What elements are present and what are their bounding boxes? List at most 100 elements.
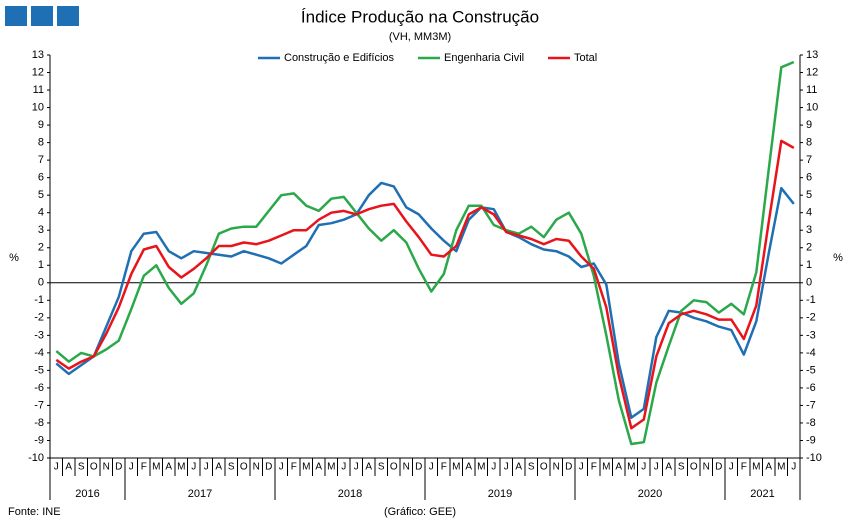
x-tick-label: D	[265, 462, 272, 473]
y2-tick-label: 3	[806, 224, 812, 236]
y-tick-label: -3	[34, 329, 44, 341]
x-tick-label: J	[129, 462, 134, 473]
x-tick-label: F	[291, 462, 297, 473]
y2-tick-label: 9	[806, 119, 812, 131]
y-tick-label: -9	[34, 434, 44, 446]
y-tick-label: 0	[38, 277, 44, 289]
y-tick-label: -6	[34, 382, 44, 394]
x-tick-label: J	[654, 462, 659, 473]
x-tick-label: A	[315, 462, 322, 473]
y2-tick-label: -6	[806, 382, 816, 394]
x-tick-label: O	[240, 462, 248, 473]
y-tick-label: -5	[34, 364, 44, 376]
logo-block	[5, 6, 27, 26]
x-tick-label: A	[515, 462, 522, 473]
x-tick-label: M	[152, 462, 160, 473]
y-tick-label: 3	[38, 224, 44, 236]
x-tick-label: J	[504, 462, 509, 473]
y2-tick-label: -2	[806, 312, 816, 324]
y2-tick-label: -10	[806, 452, 822, 464]
y2-tick-label: -9	[806, 434, 816, 446]
legend-label: Engenharia Civil	[444, 52, 524, 64]
chart-title: Índice Produção na Construção	[301, 7, 539, 26]
x-tick-label: M	[452, 462, 460, 473]
x-tick-label: M	[602, 462, 610, 473]
y2-tick-label: -5	[806, 364, 816, 376]
x-tick-label: J	[729, 462, 734, 473]
x-tick-label: J	[204, 462, 209, 473]
y2-tick-label: 12	[806, 66, 818, 78]
x-tick-label: O	[390, 462, 398, 473]
series-line	[55, 139, 795, 430]
x-tick-label: S	[378, 462, 385, 473]
x-tick-label: F	[441, 462, 447, 473]
x-tick-label: M	[752, 462, 760, 473]
y-tick-label: 1	[38, 259, 44, 271]
x-tick-label: A	[765, 462, 772, 473]
year-label: 2016	[75, 488, 99, 500]
x-tick-label: F	[141, 462, 147, 473]
x-tick-label: D	[415, 462, 422, 473]
year-label: 2021	[750, 488, 774, 500]
x-tick-label: S	[678, 462, 685, 473]
y2-tick-label: 8	[806, 137, 812, 149]
y2-tick-label: -8	[806, 417, 816, 429]
x-tick-label: A	[665, 462, 672, 473]
year-label: 2017	[188, 488, 212, 500]
y2-tick-label: -1	[806, 294, 816, 306]
x-tick-label: J	[429, 462, 434, 473]
x-tick-label: A	[615, 462, 622, 473]
y-tick-label: -10	[28, 452, 44, 464]
y-tick-label: 2	[38, 242, 44, 254]
source: Fonte: INE	[8, 506, 61, 518]
y2-tick-label: 0	[806, 277, 812, 289]
x-tick-label: D	[115, 462, 122, 473]
x-tick-label: J	[279, 462, 284, 473]
y-tick-label: 11	[33, 84, 44, 96]
x-tick-label: S	[228, 462, 235, 473]
x-tick-label: O	[690, 462, 698, 473]
x-tick-label: M	[477, 462, 485, 473]
y-tick-label: 4	[38, 207, 44, 219]
y2-tick-label: 7	[806, 154, 812, 166]
x-tick-label: M	[327, 462, 335, 473]
x-tick-label: D	[715, 462, 722, 473]
x-tick-label: M	[302, 462, 310, 473]
y-tick-label: 10	[32, 101, 44, 113]
x-tick-label: J	[791, 462, 796, 473]
y-tick-label: 6	[38, 172, 44, 184]
logo-block	[31, 6, 53, 26]
logo-block	[57, 6, 79, 26]
x-tick-label: N	[703, 462, 710, 473]
y2-tick-label: 13	[806, 49, 818, 61]
x-tick-label: J	[491, 462, 496, 473]
y-tick-label: -7	[34, 399, 44, 411]
x-tick-label: A	[165, 462, 172, 473]
x-tick-label: O	[540, 462, 548, 473]
x-tick-label: M	[777, 462, 785, 473]
x-tick-label: J	[341, 462, 346, 473]
x-tick-label: A	[465, 462, 472, 473]
y-tick-label: -1	[34, 294, 44, 306]
series-line	[55, 60, 795, 446]
x-tick-label: O	[90, 462, 98, 473]
y2-tick-label: 2	[806, 242, 812, 254]
x-tick-label: J	[191, 462, 196, 473]
y-tick-label: -2	[34, 312, 44, 324]
y2-tick-label: 5	[806, 189, 812, 201]
legend-label: Construção e Edifícios	[284, 52, 395, 64]
y2-tick-label: 1	[806, 259, 812, 271]
y2-tick-label: -3	[806, 329, 816, 341]
y2-tick-label: -4	[806, 347, 816, 359]
y2-tick-label: -7	[806, 399, 816, 411]
y-tick-label: 13	[32, 49, 44, 61]
x-tick-label: S	[78, 462, 85, 473]
legend-label: Total	[574, 52, 597, 64]
year-label: 2018	[338, 488, 362, 500]
y-tick-label: 5	[38, 189, 44, 201]
year-label: 2019	[488, 488, 512, 500]
x-tick-label: J	[354, 462, 359, 473]
x-tick-label: S	[528, 462, 535, 473]
x-tick-label: F	[741, 462, 747, 473]
y2-tick-label: 10	[806, 101, 818, 113]
